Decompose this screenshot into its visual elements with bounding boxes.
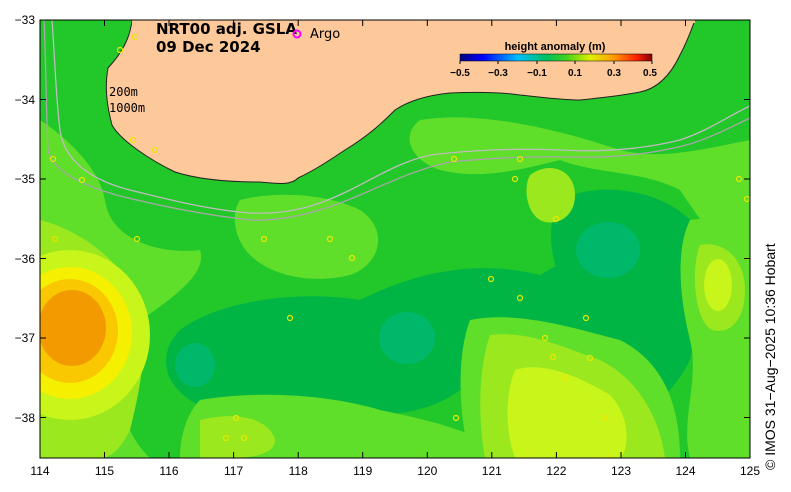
contour-1000m	[43, 20, 750, 221]
argo-float[interactable]	[552, 215, 560, 223]
y-tick-label: −34	[15, 93, 36, 107]
anomaly-field	[40, 20, 750, 461]
map-title: NRT00 adj. GSLA	[156, 20, 297, 38]
x-tick-label: 119	[353, 464, 372, 478]
argo-float[interactable]	[604, 454, 612, 461]
argo-legend-label: Argo	[310, 27, 340, 42]
argo-float[interactable]	[516, 294, 524, 302]
argo-float[interactable]	[222, 434, 230, 442]
colorbar-tick: 0.5	[643, 68, 657, 79]
plot-frame	[39, 19, 751, 459]
colorbar: height anomaly (m) −0.5 −0.3 −0.1 0.1 0.…	[450, 41, 657, 79]
colorbar-title: height anomaly (m)	[505, 41, 606, 53]
field-teal-eddy-3	[175, 343, 215, 387]
field-yellowgreen-mid	[200, 416, 275, 458]
argo-float[interactable]	[511, 175, 519, 183]
contour-200m	[51, 20, 750, 214]
x-tick-label: 123	[611, 464, 631, 478]
x-tick-label: 115	[95, 464, 114, 478]
field-light-center	[234, 194, 379, 279]
contour-label-200m: 200m	[109, 85, 138, 99]
argo-float[interactable]	[586, 354, 594, 362]
argo-float[interactable]	[487, 275, 495, 283]
colorbar-tick: −0.3	[488, 68, 508, 79]
argo-float[interactable]	[541, 334, 549, 342]
field-lime-east	[704, 259, 732, 311]
x-tick-label: 122	[546, 464, 566, 478]
colorbar-ramp	[459, 53, 653, 62]
argo-float[interactable]	[240, 434, 248, 442]
argo-float[interactable]	[78, 176, 86, 184]
argo-float[interactable]	[286, 314, 294, 322]
argo-float[interactable]	[735, 175, 743, 183]
argo-float[interactable]	[582, 314, 590, 322]
field-teal-eddy-2	[379, 312, 435, 364]
field-warm-eddy-orange	[40, 290, 106, 366]
field-yellowgreen-north	[526, 167, 575, 223]
argo-float[interactable]	[452, 414, 460, 422]
y-tick-label: −37	[15, 331, 36, 345]
x-tick-label: 118	[289, 464, 308, 478]
x-tick-label: 120	[417, 464, 437, 478]
land-north-fill	[132, 20, 695, 23]
argo-float[interactable]	[129, 136, 137, 144]
colorbar-tick: −0.5	[450, 68, 470, 79]
argo-float[interactable]	[549, 353, 557, 361]
map-date: 09 Dec 2024	[156, 38, 261, 56]
argo-float[interactable]	[561, 374, 569, 382]
colorbar-tick: −0.1	[527, 68, 547, 79]
argo-float[interactable]	[131, 33, 139, 41]
y-tick-label: −33	[15, 13, 36, 27]
field-light-north	[409, 117, 750, 260]
x-tick-label: 117	[224, 464, 243, 478]
x-tick-label: 114	[30, 464, 49, 478]
colorbar-tick: 0.3	[607, 68, 621, 79]
argo-float[interactable]	[600, 414, 608, 422]
x-tick-label: 116	[159, 464, 178, 478]
argo-float[interactable]	[326, 235, 334, 243]
field-teal-eddy-1	[576, 222, 640, 278]
x-tick-label: 125	[740, 464, 760, 478]
y-axis	[40, 19, 750, 418]
argo-float[interactable]	[450, 155, 458, 163]
argo-float[interactable]	[260, 235, 268, 243]
field-lime-south	[507, 367, 627, 458]
x-tick-label: 124	[675, 464, 695, 478]
y-tick-label: −35	[15, 172, 36, 186]
x-axis	[39, 20, 751, 458]
colorbar-tick: 0.1	[568, 68, 582, 79]
argo-float[interactable]	[133, 235, 141, 243]
argo-float[interactable]	[116, 46, 124, 54]
x-tick-label: 121	[482, 464, 502, 478]
argo-float[interactable]	[151, 146, 159, 154]
argo-float[interactable]	[51, 235, 59, 243]
y-tick-label: −36	[15, 252, 36, 266]
credit-text: © IMOS 31−Aug−2025 10:36 Hobart	[762, 243, 778, 470]
y-tick-labels: −33 −34 −35 −36 −37 −38	[15, 13, 36, 425]
argo-float[interactable]	[232, 414, 240, 422]
argo-legend-icon	[292, 29, 302, 39]
contour-label-1000m: 1000m	[109, 101, 145, 115]
argo-floats	[49, 33, 750, 461]
argo-float[interactable]	[516, 155, 524, 163]
argo-float[interactable]	[49, 155, 57, 163]
y-tick-label: −38	[15, 411, 36, 425]
argo-float[interactable]	[348, 254, 356, 262]
x-tick-labels: 114 115 116 117 118 119 120 121 122 123 …	[30, 464, 760, 478]
